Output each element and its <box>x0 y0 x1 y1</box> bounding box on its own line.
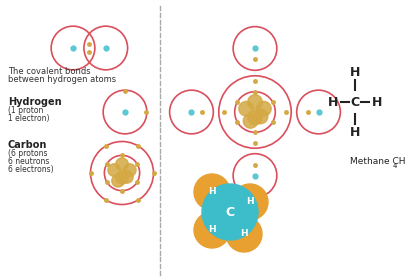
Circle shape <box>116 158 128 171</box>
Text: between hydrogen atoms: between hydrogen atoms <box>8 75 116 84</box>
Text: H: H <box>208 225 216 235</box>
Text: H: H <box>328 95 338 109</box>
Circle shape <box>226 216 262 252</box>
Circle shape <box>194 212 230 248</box>
Text: 1 electron): 1 electron) <box>8 114 50 123</box>
Text: C: C <box>226 206 234 218</box>
Circle shape <box>248 95 262 109</box>
Circle shape <box>116 172 128 184</box>
Text: H: H <box>246 197 254 207</box>
Circle shape <box>202 184 258 240</box>
Text: C: C <box>350 95 360 109</box>
Text: H: H <box>240 230 248 239</box>
Text: Carbon: Carbon <box>8 140 47 150</box>
Text: (6 protons: (6 protons <box>8 149 47 158</box>
Text: H: H <box>350 125 360 139</box>
Circle shape <box>194 174 230 210</box>
Text: (1 proton: (1 proton <box>8 106 43 115</box>
Text: The covalent bonds: The covalent bonds <box>8 67 91 76</box>
Circle shape <box>243 114 258 128</box>
Text: H: H <box>372 95 382 109</box>
Circle shape <box>232 184 268 220</box>
Circle shape <box>253 109 268 124</box>
Circle shape <box>239 101 253 116</box>
Circle shape <box>257 101 271 116</box>
Text: H: H <box>208 188 216 197</box>
Circle shape <box>112 174 124 187</box>
Text: 6 electrons): 6 electrons) <box>8 165 54 174</box>
Text: 6 neutrons: 6 neutrons <box>8 157 50 166</box>
Circle shape <box>121 171 133 183</box>
Circle shape <box>248 110 262 125</box>
Circle shape <box>108 164 121 176</box>
Text: Hydrogen: Hydrogen <box>8 97 62 107</box>
Text: Methane CH: Methane CH <box>350 157 405 167</box>
Text: 4: 4 <box>393 163 397 169</box>
Circle shape <box>123 164 136 176</box>
Text: H: H <box>350 66 360 78</box>
